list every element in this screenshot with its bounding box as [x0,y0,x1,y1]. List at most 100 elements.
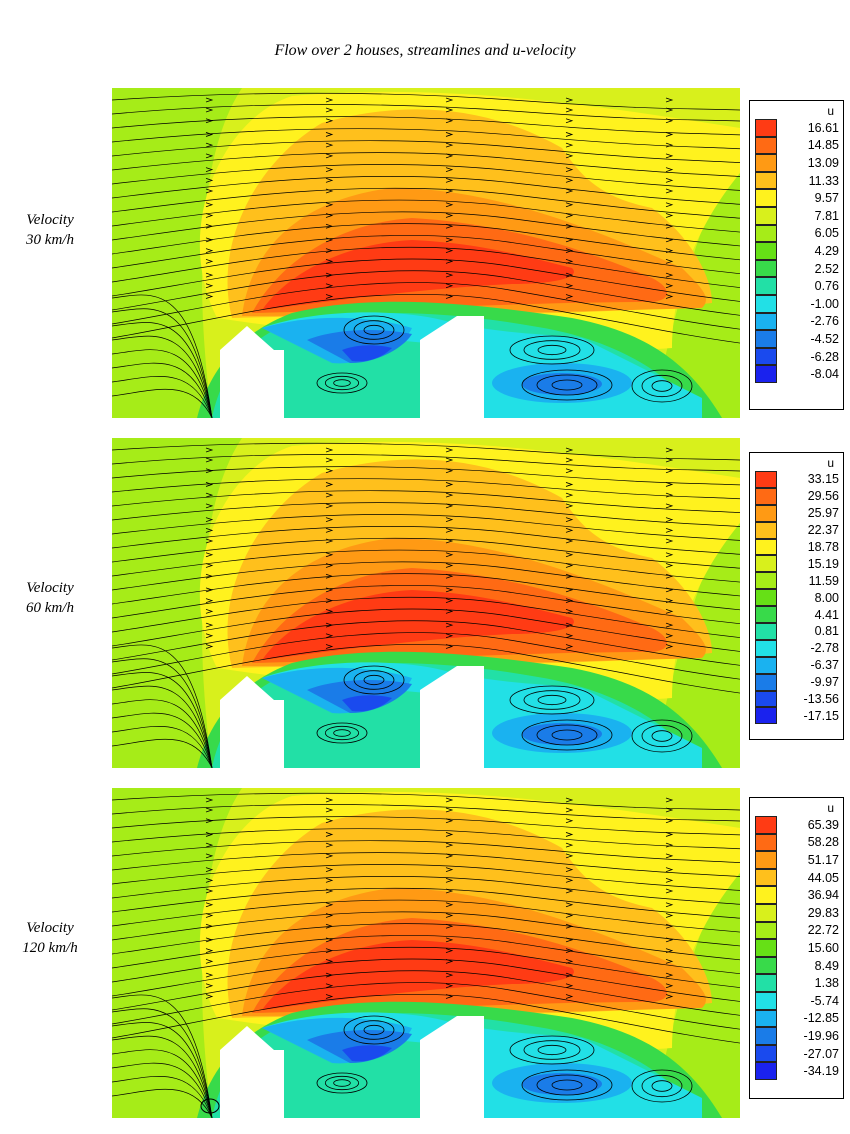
flow-plot-60 [112,438,740,768]
legend-value: 33.15 [807,472,839,487]
legend-swatch [755,365,777,383]
legend-row: 14.85 [755,136,839,155]
panel-label-60: Velocity 60 km/h [0,578,100,618]
panel-label-line2: 30 km/h [26,232,74,248]
legend-swatch [755,1009,777,1028]
flow-field-svg [112,788,740,1118]
legend-value: 1.38 [814,976,839,991]
legend-row: 58.28 [755,833,839,852]
legend-row: -2.76 [755,312,840,331]
legend-swatch [755,868,777,887]
flow-field-svg [112,438,740,768]
legend-row: 13.09 [755,154,839,172]
legend-swatch [755,1044,777,1063]
legend-swatch [755,606,777,624]
legend-swatch [755,242,777,260]
flow-plot-30 [112,88,740,418]
legend-value: -12.85 [803,1011,839,1026]
legend-value: -6.37 [810,658,840,673]
legend-swatch [755,639,777,657]
legend-value: 22.37 [807,523,839,538]
legend-swatch [755,277,777,295]
panel-label-line1: Velocity [26,580,74,596]
legend-swatch [755,851,777,869]
legend-swatch [755,330,777,348]
legend-value: -5.74 [810,993,840,1008]
legend-value: -17.15 [803,708,839,723]
legend-swatch [755,471,777,488]
legend-row: -5.74 [755,991,840,1010]
legend-swatch [755,572,777,590]
legend-swatch [755,974,777,992]
legend-value: 7.81 [814,208,839,223]
legend-swatch [755,656,777,674]
legend-value: 14.85 [807,138,839,153]
legend-row: -27.07 [755,1044,839,1063]
legend-value: 15.19 [807,556,839,571]
legend-swatch [755,154,777,172]
legend-value: 51.17 [807,852,839,867]
legend-swatch [755,347,777,366]
legend-value: -6.28 [810,349,840,364]
legend-swatch [755,555,777,573]
legend-value: -19.96 [803,1028,839,1043]
legend-value: 58.28 [807,835,839,850]
legend-swatch [755,690,777,708]
legend-row: -4.52 [755,330,839,348]
legend-row: -9.97 [755,673,839,691]
legend-value: 8.49 [814,958,839,973]
legend-swatch [755,136,777,155]
legend-value: 44.05 [807,870,839,885]
legend-swatch [755,903,777,922]
legend-value: -1.00 [810,296,840,311]
legend-row: -17.15 [755,707,839,725]
legend-value: -4.52 [810,331,840,346]
legend-value: 29.83 [807,905,839,920]
legend-row: -12.85 [755,1009,839,1028]
legend-value: 9.57 [814,191,839,206]
legend-row: 29.56 [755,487,839,505]
legend-swatch [755,189,777,207]
legend-title: u [827,801,834,815]
legend-row: 8.49 [755,956,839,975]
legend-swatch [755,1027,777,1045]
legend-value: 4.41 [814,607,839,622]
legend-swatch [755,673,777,691]
legend-swatch [755,939,777,957]
legend-value: 4.29 [814,243,839,258]
panel-label-line1: Velocity [26,920,74,936]
legend-value: 15.60 [807,940,839,955]
legend-value: 18.78 [807,540,839,554]
legend-value: 25.97 [807,506,839,521]
legend-60: u 33.15 29.56 25.97 22.37 18.78 15.19 11.59 8.0… [749,452,844,740]
legend-swatch [755,921,777,940]
legend-row: -1.00 [755,294,840,313]
legend-row: 1.38 [755,974,839,992]
legend-row: 25.97 [755,504,839,522]
legend-value: 22.72 [807,923,839,938]
legend-value: 0.81 [814,624,839,639]
legend-row: -8.04 [755,365,839,383]
legend-row: -34.19 [755,1062,839,1080]
legend-swatch [755,504,777,522]
legend-row: 0.76 [755,277,839,295]
legend-swatch [755,224,777,243]
legend-row: 4.41 [755,606,839,624]
legend-value: -2.76 [810,314,840,329]
legend-swatch [755,707,777,725]
legend-row: 44.05 [755,868,839,887]
legend-value: 11.33 [808,173,839,188]
panel-label-30: Velocity 30 km/h [0,210,100,250]
legend-row: 29.83 [755,903,839,922]
legend-swatch [755,538,777,556]
legend-list: 65.39 58.28 51.17 44.05 36.94 29.83 22.72 15.60… [755,816,839,1080]
legend-row: -19.96 [755,1027,839,1045]
legend-row: 16.61 [755,119,839,137]
legend-value: 36.94 [807,888,839,903]
legend-value: -27.07 [803,1046,839,1061]
legend-row: 11.33 [755,171,839,190]
legend-row: -6.37 [755,656,840,674]
legend-row: 2.52 [755,259,839,278]
panel-label-120: Velocity 120 km/h [0,918,100,958]
legend-row: 8.00 [755,589,839,607]
